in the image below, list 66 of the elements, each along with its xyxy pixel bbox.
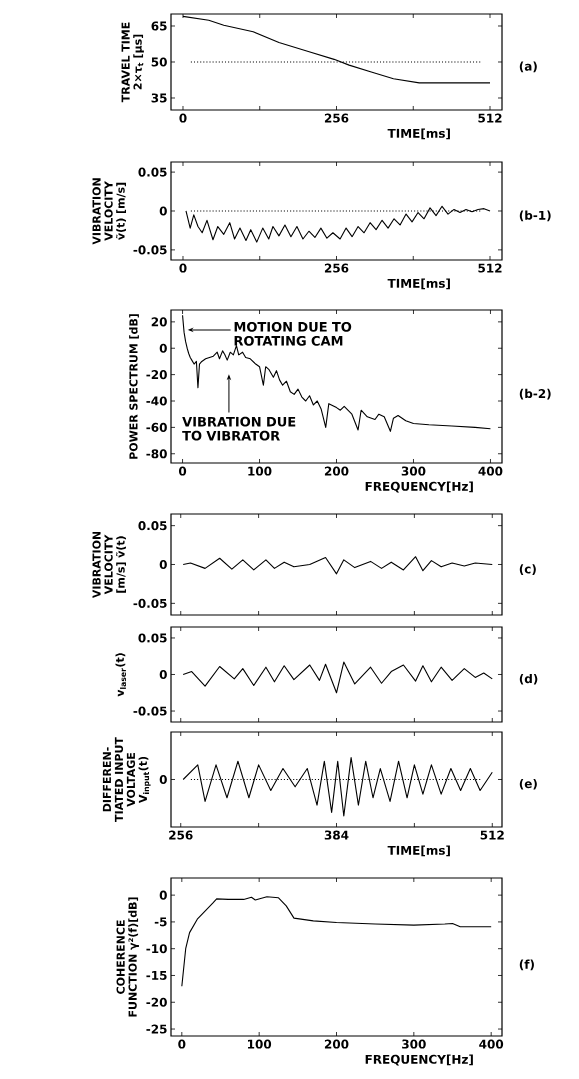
y-tick-label: 20 — [151, 317, 167, 327]
line-series — [182, 556, 493, 575]
x-tick-label: 200 — [324, 1039, 349, 1049]
x-tick-label: 384 — [324, 830, 349, 840]
y-tick-label: -25 — [146, 1024, 167, 1034]
y-tick-label: 0 — [159, 206, 167, 216]
annotation: VIBRATION DUE TO VIBRATOR — [182, 416, 296, 441]
x-tick-label: 100 — [247, 1039, 272, 1049]
line-series — [185, 205, 491, 243]
y-tick-label: -15 — [146, 971, 167, 980]
x-tick-label: 256 — [169, 830, 193, 840]
y-tick-label: -5 — [154, 917, 167, 927]
y-tick-label: -0.05 — [133, 245, 167, 255]
x-axis-title: TIME[ms] — [387, 845, 450, 857]
y-tick-label: -0.05 — [133, 598, 167, 608]
y-axis-title: POWER SPECTRUM [dB] — [129, 314, 139, 459]
annotation: MOTION DUE TO ROTATING CAM — [234, 321, 352, 346]
text: (c) — [519, 564, 536, 575]
x-tick-label: 300 — [402, 1039, 426, 1049]
x-tick-label: 256 — [324, 263, 349, 273]
y-tick-label: 0.05 — [138, 167, 167, 177]
y-tick-label: 0.05 — [138, 521, 167, 531]
x-tick-label: 300 — [401, 466, 426, 476]
text: (b-2) — [519, 388, 551, 400]
y-axis-title: VIBRATION VELOCITY ṽ(t) [m/s] — [92, 178, 127, 245]
y-tick-label: 0 — [159, 890, 167, 900]
y-tick-label: 35 — [151, 93, 167, 103]
y-tick-label: 0 — [159, 559, 167, 570]
text: (f) — [519, 959, 534, 971]
text: (d) — [519, 673, 538, 685]
x-tick-label: 0 — [178, 1039, 186, 1049]
text: (b-1) — [519, 210, 551, 222]
x-tick-label: 256 — [324, 113, 349, 123]
y-tick-label: -20 — [146, 370, 167, 380]
x-axis-title: TIME[ms] — [387, 278, 450, 290]
line-series — [182, 661, 493, 694]
y-tick-label: -20 — [146, 997, 167, 1007]
y-tick-label: -60 — [146, 422, 167, 432]
y-tick-label: -40 — [146, 396, 167, 406]
line-series — [181, 896, 492, 987]
x-tick-label: 0 — [179, 113, 187, 123]
y-tick-label: 0.05 — [138, 633, 167, 643]
x-axis-title: FREQUENCY[Hz] — [365, 1054, 473, 1066]
x-tick-label: 0 — [178, 466, 187, 476]
x-axis-title: TIME[ms] — [387, 128, 450, 140]
x-axis-title: FREQUENCY[Hz] — [365, 481, 473, 493]
y-tick-label: 0 — [159, 343, 167, 353]
x-tick-label: 512 — [480, 830, 504, 840]
y-axis-title: VIBRATION VELOCITY [m/s] ṽ(t) — [92, 531, 127, 599]
y-tick-label: -10 — [146, 944, 167, 954]
x-tick-label: 200 — [324, 466, 349, 476]
y-axis-title: v$_{laser}$(t) — [115, 653, 127, 697]
text: (a) — [519, 61, 537, 73]
y-tick-label: -0.05 — [133, 706, 167, 716]
x-tick-label: 400 — [478, 466, 503, 476]
x-tick-label: 0 — [179, 263, 187, 273]
text: (e) — [519, 778, 537, 790]
y-tick-label: 50 — [151, 57, 167, 67]
y-tick-label: -80 — [146, 449, 167, 459]
y-tick-label: 0 — [159, 669, 167, 680]
x-tick-label: 512 — [478, 113, 502, 123]
y-axis-title: COHERENCE FUNCTION γ²(f)[dB] — [116, 897, 139, 1017]
y-tick-label: 65 — [151, 21, 167, 31]
x-tick-label: 400 — [479, 1039, 504, 1049]
x-tick-label: 512 — [478, 263, 502, 273]
x-tick-label: 100 — [248, 466, 272, 476]
